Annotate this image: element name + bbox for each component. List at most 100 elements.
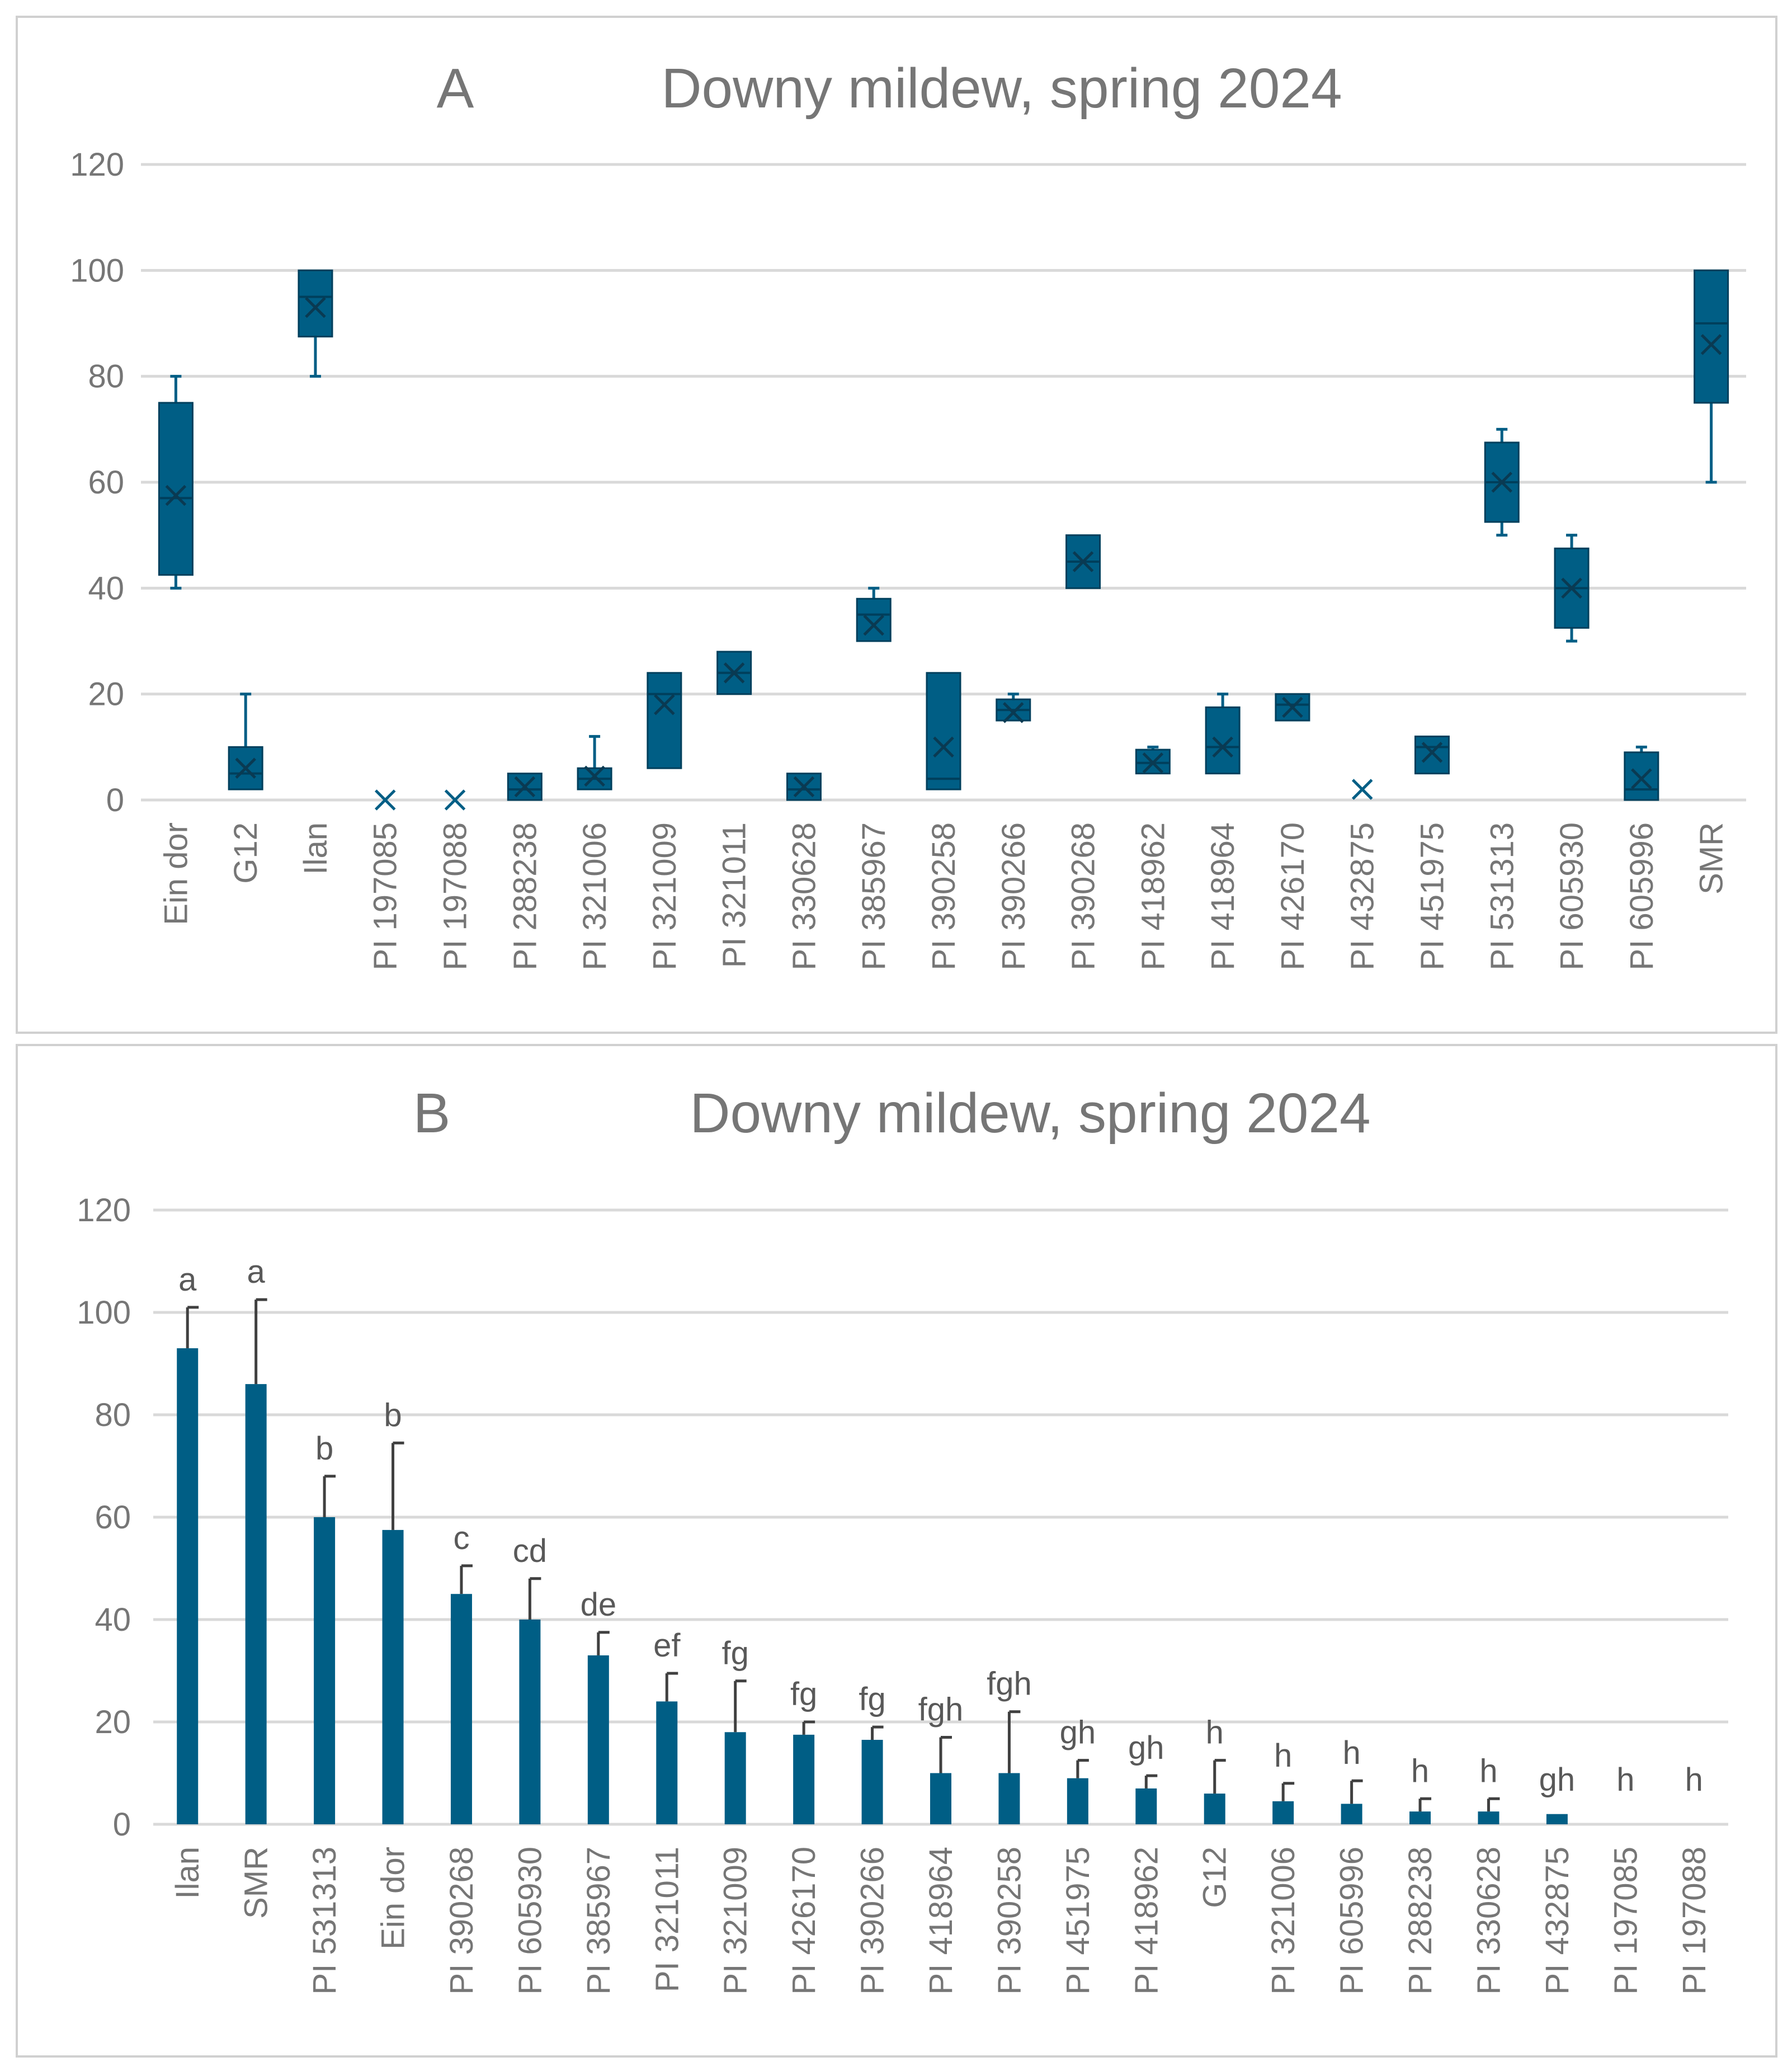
box-pi-385967: [856, 586, 892, 642]
mean-marker: [793, 776, 815, 798]
mean-marker: [1072, 551, 1094, 572]
bar: [724, 1732, 746, 1824]
bar: [1067, 1778, 1088, 1824]
mean-marker: [1282, 696, 1303, 718]
bar: [519, 1620, 541, 1824]
bar-chart: B Downy mildew, spring 2024 0 20 40 60 80 100…: [77, 1082, 1728, 1994]
bar-pi-390268: c: [450, 1520, 473, 1824]
bar: [382, 1529, 404, 1824]
mean-marker: [1351, 779, 1373, 800]
panel-label: B: [413, 1082, 451, 1145]
mean-marker: [1631, 768, 1652, 789]
significance-letter: cd: [513, 1533, 547, 1569]
mean-marker: [1421, 742, 1443, 763]
box-pi-390258: [926, 672, 961, 790]
bar: [177, 1348, 199, 1824]
mean-marker: [863, 614, 884, 636]
bar-g12: h: [1204, 1715, 1226, 1824]
y-tick-label: 120: [77, 1192, 131, 1229]
bar-pi-451975: gh: [1060, 1715, 1096, 1824]
category-label: PI 197088: [1676, 1847, 1713, 1994]
category-label: PI 390266: [855, 1847, 891, 1994]
category-label: PI 390268: [444, 1847, 480, 1994]
category-label: PI 605930: [1554, 822, 1590, 970]
significance-letter: fgh: [987, 1666, 1032, 1702]
category-label: PI 330628: [1470, 1847, 1507, 1994]
chart-title: Downy mildew, spring 2024: [661, 57, 1342, 120]
mean-marker: [444, 789, 466, 811]
bar: [1546, 1814, 1568, 1824]
box-pi-418964: [1205, 693, 1241, 775]
bar: [450, 1594, 472, 1824]
mean-marker: [1212, 736, 1233, 758]
box-pi-605996: [1624, 745, 1659, 801]
category-label: PI 432875: [1345, 822, 1381, 970]
category-label: PI 197085: [367, 822, 404, 970]
category-label: PI 321009: [647, 822, 683, 970]
category-label: PI 385967: [581, 1847, 617, 1994]
box-body: [1694, 269, 1729, 404]
box-g12: [228, 693, 263, 790]
y-tick-label: 120: [70, 147, 124, 183]
mean-marker: [1561, 577, 1582, 599]
category-label: PI 426170: [1275, 822, 1311, 970]
y-tick-label: 40: [88, 570, 124, 606]
box-body: [158, 402, 194, 576]
significance-letter: a: [178, 1262, 197, 1298]
significance-letter: h: [1616, 1762, 1634, 1798]
significance-letter: h: [1411, 1753, 1429, 1789]
category-label: PI 197085: [1607, 1847, 1644, 1994]
bar-pi-330628: h: [1478, 1753, 1500, 1824]
bar-pi-390258: fgh: [987, 1666, 1032, 1824]
category-label: PI 321006: [577, 822, 613, 970]
category-label: Ilan: [169, 1847, 206, 1899]
y-tick-label: 100: [70, 252, 124, 289]
significance-letter: de: [581, 1587, 617, 1623]
category-label: PI 390258: [991, 1847, 1027, 1994]
bar: [245, 1384, 267, 1824]
gridlines: [141, 163, 1746, 802]
box-plot-chart: A Downy mildew, spring 2024 0 20 40 60 80 100…: [70, 57, 1746, 970]
category-label: PI 390258: [926, 822, 962, 970]
category-label: PI 321009: [718, 1847, 754, 1994]
bar-pi-432875: gh: [1539, 1762, 1575, 1824]
bar: [861, 1740, 883, 1824]
category-label: PI 288238: [1402, 1847, 1439, 1994]
significance-letter: h: [1206, 1715, 1224, 1751]
significance-letter: gh: [1128, 1730, 1164, 1766]
box-pi-197088: [444, 789, 466, 811]
category-label: PI 418962: [1128, 1847, 1164, 1994]
mean-marker: [584, 765, 605, 787]
significance-letter: ef: [653, 1627, 681, 1664]
panel-label: A: [437, 57, 474, 120]
category-label: PI 390266: [996, 822, 1032, 970]
box-pi-197085: [374, 789, 396, 811]
mean-marker: [305, 296, 326, 318]
category-label: PI 605996: [1624, 822, 1660, 970]
mean-marker: [1003, 702, 1024, 723]
category-label: PI 432875: [1539, 1847, 1576, 1994]
y-axis-ticks: 0 20 40 60 80 100 120: [70, 147, 124, 818]
box-pi-432875: [1351, 779, 1373, 800]
box-body: [856, 597, 892, 642]
box-pi-426170: [1275, 693, 1310, 722]
bar: [1272, 1801, 1294, 1824]
mean-marker: [514, 776, 536, 798]
bar-ein-dor: b: [382, 1397, 404, 1824]
box-body: [1414, 735, 1450, 775]
bar: [1409, 1811, 1431, 1824]
category-label: PI 418964: [923, 1847, 959, 1994]
bar: [587, 1655, 609, 1824]
bar-pi-321009: fg: [722, 1635, 749, 1824]
category-label: SMR: [1694, 822, 1730, 895]
bar: [1478, 1811, 1499, 1824]
box-pi-531313: [1484, 427, 1520, 537]
bar-pi-605930: cd: [513, 1533, 547, 1824]
bar-ilan: a: [177, 1262, 199, 1824]
category-label: PI 451975: [1060, 1847, 1096, 1994]
mean-marker: [1700, 334, 1722, 355]
bar-pi-418964: fgh: [918, 1691, 963, 1824]
box-pi-605930: [1554, 534, 1590, 643]
significance-letter: gh: [1060, 1715, 1096, 1751]
